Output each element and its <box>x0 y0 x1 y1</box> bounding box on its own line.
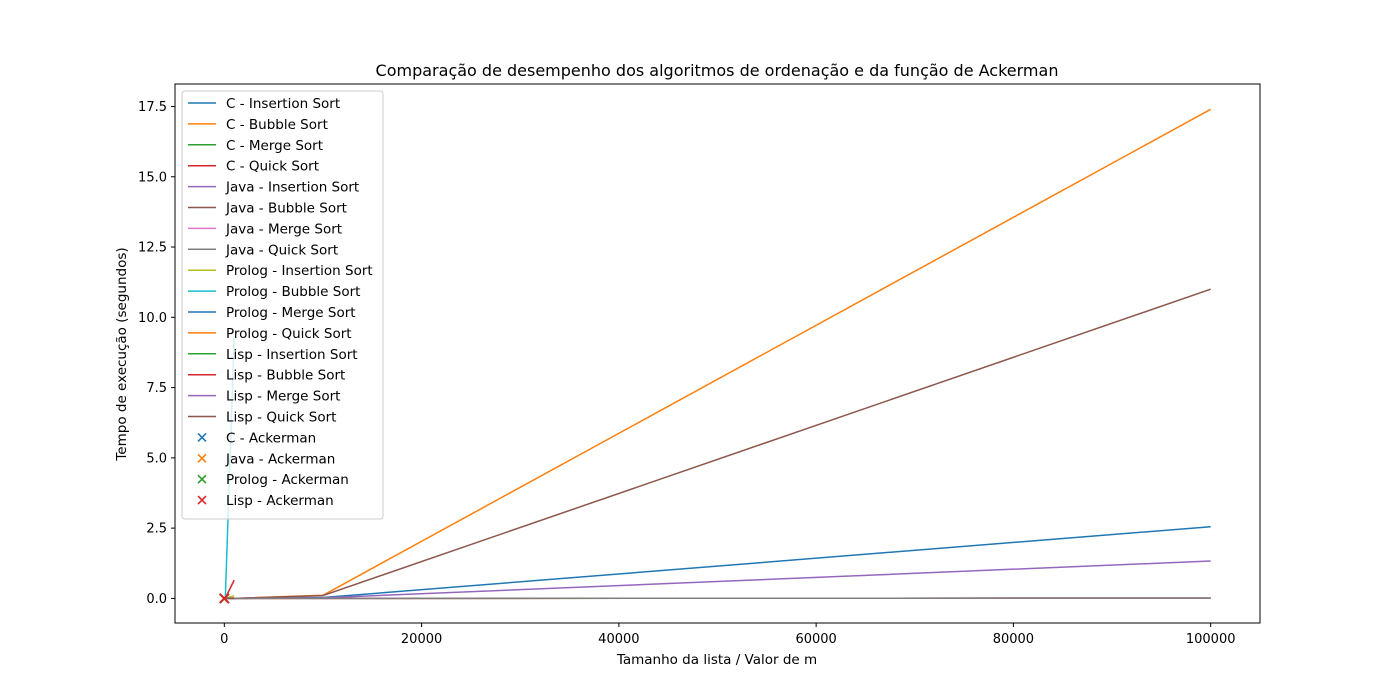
x-tick-label: 80000 <box>993 632 1034 647</box>
y-axis-label: Tempo de execução (segundos) <box>114 247 130 461</box>
legend-label-lisp-quick-sort: Lisp - Quick Sort <box>226 410 336 426</box>
legend-label-lisp-ackerman: Lisp - Ackerman <box>226 493 334 509</box>
y-tick-label: 15.0 <box>138 170 167 185</box>
legend-label-prolog-bubble-sort: Prolog - Bubble Sort <box>226 284 360 300</box>
x-tick-label: 20000 <box>401 632 442 647</box>
legend-label-prolog-quick-sort: Prolog - Quick Sort <box>226 326 352 342</box>
legend-label-lisp-bubble-sort: Lisp - Bubble Sort <box>226 368 345 384</box>
legend-label-c-insertion-sort: C - Insertion Sort <box>226 96 340 112</box>
x-axis-label: Tamanho da lista / Valor de m <box>616 652 817 668</box>
x-tick-label: 40000 <box>598 632 639 647</box>
legend-label-c-merge-sort: C - Merge Sort <box>226 138 323 154</box>
y-axis: 0.0 2.5 5.0 7.5 10.0 12.5 15.0 17.5 <box>138 100 175 607</box>
legend-label-c-quick-sort: C - Quick Sort <box>226 159 319 175</box>
y-tick-label: 0.0 <box>146 592 167 607</box>
y-tick-label: 5.0 <box>146 451 167 466</box>
legend-label-java-quick-sort: Java - Quick Sort <box>225 242 338 258</box>
y-tick-label: 12.5 <box>138 241 167 256</box>
legend-label-java-merge-sort: Java - Merge Sort <box>225 221 342 237</box>
y-tick-label: 17.5 <box>138 100 167 115</box>
legend-marker-c-ackerman <box>197 432 207 442</box>
legend-label-lisp-merge-sort: Lisp - Merge Sort <box>226 389 340 405</box>
legend-label-prolog-insertion-sort: Prolog - Insertion Sort <box>226 263 373 279</box>
legend-label-java-ackerman: Java - Ackerman <box>225 451 335 467</box>
scatter-point-lisp-ackerman <box>219 593 230 604</box>
legend: C - Insertion Sort C - Bubble Sort C - Mer… <box>181 90 384 520</box>
x-axis: 0 20000 40000 60000 80000 100000 <box>220 623 1236 647</box>
plot-frame <box>174 83 1261 624</box>
x-tick-label: 100000 <box>1186 632 1236 647</box>
legend-label-c-bubble-sort: C - Bubble Sort <box>226 117 328 133</box>
legend-label-prolog-merge-sort: Prolog - Merge Sort <box>226 305 356 321</box>
legend-label-lisp-insertion-sort: Lisp - Insertion Sort <box>226 347 358 363</box>
legend-marker-java-ackerman <box>197 453 207 463</box>
x-tick-label: 60000 <box>795 632 836 647</box>
legend-label-prolog-ackerman: Prolog - Ackerman <box>226 472 349 488</box>
legend-marker-lisp-ackerman <box>197 495 207 505</box>
y-tick-label: 2.5 <box>146 522 167 537</box>
legend-label-java-bubble-sort: Java - Bubble Sort <box>225 201 347 217</box>
y-tick-label: 10.0 <box>138 311 167 326</box>
x-tick-label: 0 <box>220 632 228 647</box>
legend-label-java-insertion-sort: Java - Insertion Sort <box>225 180 359 196</box>
legend-box <box>181 90 384 520</box>
y-tick-label: 7.5 <box>146 381 167 396</box>
chart-title: Comparação de desempenho dos algoritmos … <box>376 61 1059 80</box>
legend-label-c-ackerman: C - Ackerman <box>226 430 316 446</box>
legend-marker-prolog-ackerman <box>197 474 207 484</box>
